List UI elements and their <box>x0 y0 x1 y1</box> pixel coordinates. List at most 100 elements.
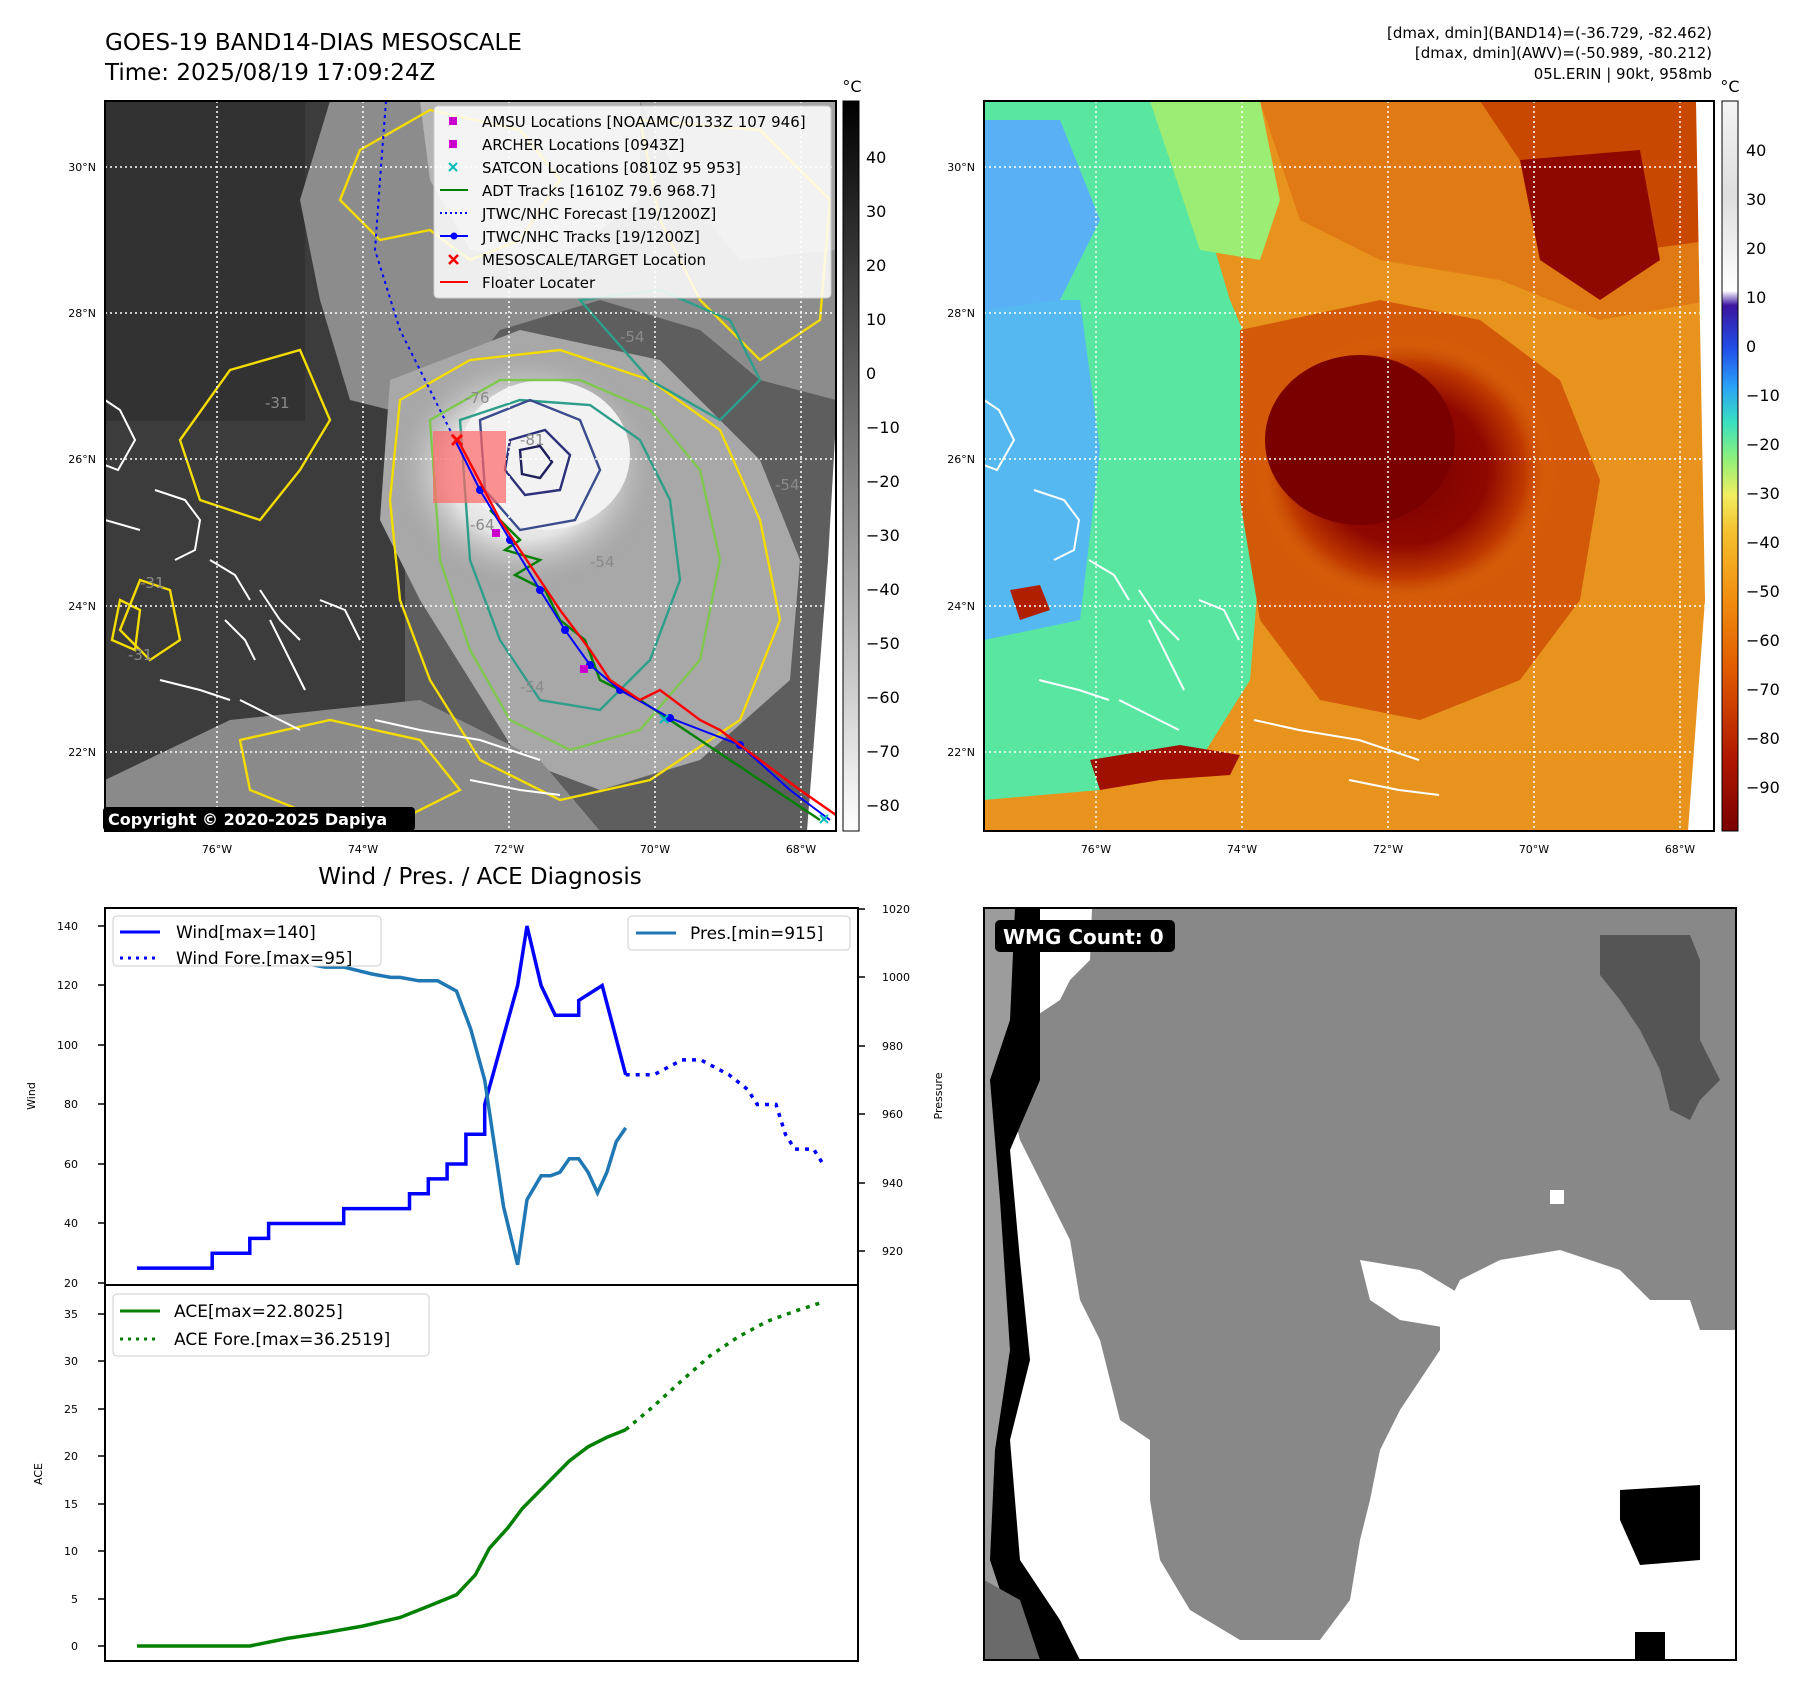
wmg-count-box <box>995 920 1175 952</box>
legend-satcon: SATCON Locations [0810Z 95 953] <box>482 159 741 177</box>
cbar-tick: −80 <box>866 796 900 815</box>
cbar-tick: 0 <box>1746 337 1756 356</box>
floater-track <box>456 439 836 816</box>
legend-forecast: JTWC/NHC Forecast [19/1200Z] <box>481 205 716 223</box>
pres-ytick: 1020 <box>882 903 910 916</box>
legend-ace-forecast: ACE Fore.[max=36.2519] <box>174 1330 390 1350</box>
ace-ytick: 25 <box>64 1403 78 1416</box>
contour-label: -54 <box>590 553 615 571</box>
contour-label: -54 <box>775 476 800 494</box>
contour-label: -54 <box>620 328 645 346</box>
ace-ytick: 20 <box>64 1450 78 1463</box>
wind-ytick: 80 <box>64 1098 78 1111</box>
cbar-tick: 10 <box>1746 288 1766 307</box>
ace-ytick: 15 <box>64 1498 78 1511</box>
cbar-tick: −10 <box>1746 386 1780 405</box>
lat-label: 26°N <box>68 453 96 466</box>
cbar-tick: −20 <box>866 472 900 491</box>
cbar-tick: −90 <box>1746 778 1780 797</box>
ir-grayscale-map: -76 -81 -54 -54 -31 -31 -31 -54 -64 -54 … <box>68 100 837 856</box>
lon-label: 72°W <box>1373 843 1403 856</box>
lon-label: 76°W <box>1081 843 1111 856</box>
lon-label: 68°W <box>1665 843 1695 856</box>
ace-ytick: 35 <box>64 1308 78 1321</box>
legend-tracks: JTWC/NHC Tracks [19/1200Z] <box>481 228 700 246</box>
cbar-tick: −50 <box>1746 582 1780 601</box>
pres-ytick: 1000 <box>882 971 910 984</box>
legend-wind-forecast: Wind Fore.[max=95] <box>176 949 352 969</box>
legend-archer: ARCHER Locations [0943Z] <box>482 136 685 154</box>
grayscale-colorbar: °C 40 30 20 10 0 −10 −20 −30 −40 −50 −60… <box>842 77 900 832</box>
cbar-tick: −70 <box>1746 680 1780 699</box>
wind-legend: Wind[max=140] Wind Fore.[max=95] <box>112 915 382 969</box>
pres-ytick: 980 <box>882 1040 903 1053</box>
legend-target: MESOSCALE/TARGET Location <box>482 251 706 269</box>
contour-label: -31 <box>265 394 290 412</box>
forecast-track <box>373 101 456 441</box>
figure-time: Time: 2025/08/19 17:09:24Z <box>104 60 435 86</box>
wind-axis-label: Wind <box>25 1082 38 1110</box>
cbar-tick: −50 <box>866 634 900 653</box>
cbar-tick: 30 <box>1746 190 1766 209</box>
pres-ytick: 960 <box>882 1108 903 1121</box>
wmg-count: WMG Count: 0 <box>1003 925 1164 949</box>
lat-label: 28°N <box>68 307 96 320</box>
pres-ytick: 940 <box>882 1177 903 1190</box>
cbar-tick: 30 <box>866 202 886 221</box>
lat-label: 22°N <box>947 746 975 759</box>
cbar-tick: 10 <box>866 310 886 329</box>
lon-label: 74°W <box>348 843 378 856</box>
wind-ytick: 60 <box>64 1158 78 1171</box>
lat-label: 24°N <box>947 600 975 613</box>
contour-label: -81 <box>520 431 545 449</box>
cbar-tick: −40 <box>866 580 900 599</box>
copyright: Copyright © 2020-2025 Dapiya <box>108 810 387 829</box>
colorbar-ticks: 40 30 20 10 0 −10 −20 −30 −40 −50 −60 −7… <box>866 148 900 815</box>
legend-amsu: AMSU Locations [NOAAMC/0133Z 107 946] <box>482 113 806 131</box>
cbar-tick: −20 <box>1746 435 1780 454</box>
wind-ytick: 100 <box>57 1039 78 1052</box>
lon-label: 70°W <box>1519 843 1549 856</box>
legend-wind: Wind[max=140] <box>176 923 316 943</box>
wind-ytick: 140 <box>57 920 78 933</box>
lat-label: 30°N <box>947 161 975 174</box>
pressure-axis-label: Pressure <box>932 1072 945 1119</box>
lat-label: 28°N <box>947 307 975 320</box>
contour-label: -54 <box>390 771 415 789</box>
colorbar-unit: °C <box>1720 77 1739 96</box>
target-marker <box>450 433 464 447</box>
pressure-legend: Pres.[min=915] <box>627 915 851 951</box>
lat-label: 26°N <box>947 453 975 466</box>
ace-forecast-line <box>624 1300 824 1432</box>
ace-chart: 35 30 25 20 15 10 5 0 ACE ACE[max=22.802… <box>32 1284 859 1662</box>
copyright-box <box>103 807 415 831</box>
contour-label: -31 <box>140 574 165 592</box>
storm-info: 05L.ERIN | 90kt, 958mb <box>1534 65 1712 83</box>
wind-ytick: 40 <box>64 1217 78 1230</box>
cbar-tick: −10 <box>866 418 900 437</box>
wind-ytick: 120 <box>57 979 78 992</box>
lat-label: 22°N <box>68 746 96 759</box>
ace-ytick: 5 <box>71 1593 78 1606</box>
pres-ytick: 920 <box>882 1245 903 1258</box>
wind-pressure-chart: 140 120 100 80 60 40 20 1020 1000 980 96… <box>25 903 945 1290</box>
wmg-panel: WMG Count: 0 <box>983 907 1737 1661</box>
contour-label: -64 <box>470 516 495 534</box>
cbar-tick: −70 <box>866 742 900 761</box>
legend-floater: Floater Locater <box>482 274 596 292</box>
wind-ytick: 20 <box>64 1277 78 1290</box>
contour-label: -76 <box>465 389 490 407</box>
ace-ytick: 10 <box>64 1545 78 1558</box>
color-colorbar: °C 40 30 20 10 0 −10 −20 −30 −40 −50 −60… <box>1720 77 1780 832</box>
cbar-tick: −30 <box>1746 484 1780 503</box>
cbar-tick: −30 <box>866 526 900 545</box>
ace-series-line <box>137 1428 627 1648</box>
contour-label: -31 <box>128 646 153 664</box>
figure-title: GOES-19 BAND14-DIAS MESOSCALE <box>105 30 522 56</box>
chart-title: Wind / Pres. / ACE Diagnosis <box>318 864 641 890</box>
cbar-tick: 40 <box>1746 141 1766 160</box>
legend-adt: ADT Tracks [1610Z 79.6 968.7] <box>482 182 716 200</box>
cbar-tick: 40 <box>866 148 886 167</box>
ace-ytick: 30 <box>64 1355 78 1368</box>
lon-label: 68°W <box>786 843 816 856</box>
